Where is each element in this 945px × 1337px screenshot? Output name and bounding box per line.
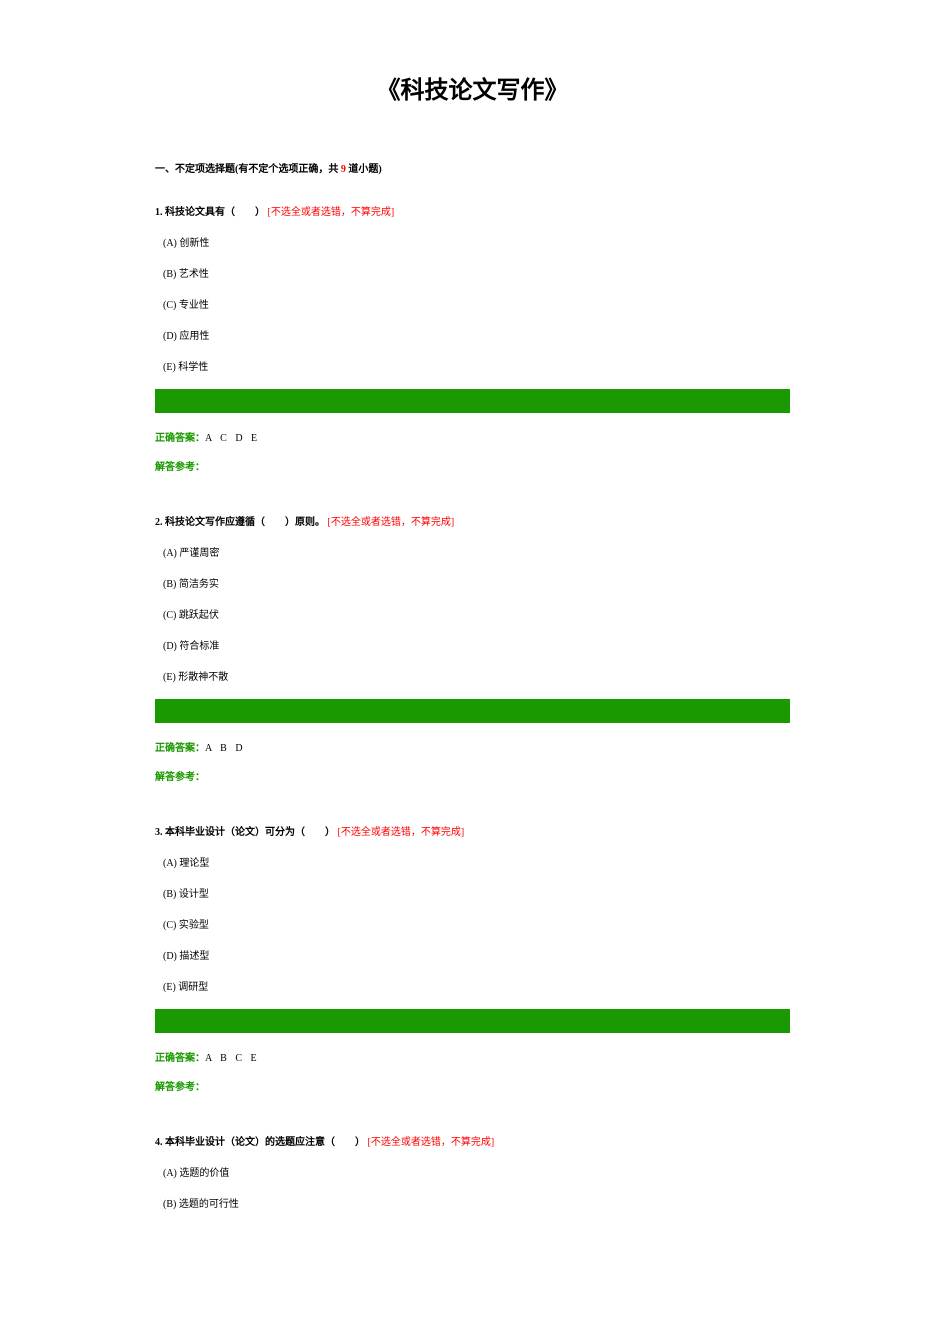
document-content: 《科技论文写作》 一、不定项选择题(有不定个选项正确，共 9 道小题) 1. 科… [0, 70, 945, 1210]
question-1: 1. 科技论文具有（ ） [不选全或者选错，不算完成] (A) 创新性 (B) … [155, 203, 790, 473]
answer-value: A B D [205, 743, 246, 754]
question-2-option-d: (D) 符合标准 [155, 637, 790, 652]
question-3-option-c: (C) 实验型 [155, 916, 790, 931]
question-text: 科技论文具有（ ） [163, 207, 268, 218]
answer-value: A C D E [205, 433, 260, 444]
answer-label: 正确答案： [155, 743, 205, 754]
document-title: 《科技论文写作》 [155, 70, 790, 105]
question-number: 1. [155, 207, 163, 218]
section-header-prefix: 一、不定项选择题(有不定个选项正确，共 [155, 164, 341, 175]
question-2-ref: 解答参考： [155, 768, 790, 783]
question-text: 本科毕业设计（论文）的选题应注意（ ） [163, 1137, 368, 1148]
answer-label: 正确答案： [155, 433, 205, 444]
question-2-option-e: (E) 形散神不散 [155, 668, 790, 683]
question-1-option-e: (E) 科学性 [155, 358, 790, 373]
question-hint: [不选全或者选错，不算完成] [268, 207, 395, 218]
question-4-option-b: (B) 选题的可行性 [155, 1195, 790, 1210]
question-3-option-e: (E) 调研型 [155, 978, 790, 993]
section-header: 一、不定项选择题(有不定个选项正确，共 9 道小题) [155, 160, 790, 175]
question-4: 4. 本科毕业设计（论文）的选题应注意（ ） [不选全或者选错，不算完成] (A… [155, 1133, 790, 1210]
question-2-option-a: (A) 严谨周密 [155, 544, 790, 559]
question-number: 2. [155, 517, 163, 528]
question-2-answer: 正确答案：A B D [155, 739, 790, 754]
question-3-stem: 3. 本科毕业设计（论文）可分为（ ） [不选全或者选错，不算完成] [155, 823, 790, 838]
answer-value: A B C E [205, 1053, 260, 1064]
question-text: 本科毕业设计（论文）可分为（ ） [163, 827, 338, 838]
divider-bar [155, 389, 790, 413]
question-hint: [不选全或者选错，不算完成] [328, 517, 455, 528]
question-number: 3. [155, 827, 163, 838]
divider-bar [155, 699, 790, 723]
question-2-stem: 2. 科技论文写作应遵循（ ）原则。 [不选全或者选错，不算完成] [155, 513, 790, 528]
question-1-ref: 解答参考： [155, 458, 790, 473]
question-3-ref: 解答参考： [155, 1078, 790, 1093]
question-4-option-a: (A) 选题的价值 [155, 1164, 790, 1179]
question-3-option-d: (D) 描述型 [155, 947, 790, 962]
question-number: 4. [155, 1137, 163, 1148]
question-3-option-b: (B) 设计型 [155, 885, 790, 900]
question-1-option-b: (B) 艺术性 [155, 265, 790, 280]
question-4-stem: 4. 本科毕业设计（论文）的选题应注意（ ） [不选全或者选错，不算完成] [155, 1133, 790, 1148]
question-hint: [不选全或者选错，不算完成] [338, 827, 465, 838]
question-1-answer: 正确答案：A C D E [155, 429, 790, 444]
question-2-option-b: (B) 简洁务实 [155, 575, 790, 590]
question-1-stem: 1. 科技论文具有（ ） [不选全或者选错，不算完成] [155, 203, 790, 218]
question-3-answer: 正确答案：A B C E [155, 1049, 790, 1064]
question-1-option-d: (D) 应用性 [155, 327, 790, 342]
question-2-option-c: (C) 跳跃起伏 [155, 606, 790, 621]
question-hint: [不选全或者选错，不算完成] [368, 1137, 495, 1148]
question-1-option-c: (C) 专业性 [155, 296, 790, 311]
divider-bar [155, 1009, 790, 1033]
question-2: 2. 科技论文写作应遵循（ ）原则。 [不选全或者选错，不算完成] (A) 严谨… [155, 513, 790, 783]
question-1-option-a: (A) 创新性 [155, 234, 790, 249]
section-header-suffix: 道小题) [346, 164, 382, 175]
answer-label: 正确答案： [155, 1053, 205, 1064]
question-3-option-a: (A) 理论型 [155, 854, 790, 869]
question-text: 科技论文写作应遵循（ ）原则。 [163, 517, 328, 528]
question-3: 3. 本科毕业设计（论文）可分为（ ） [不选全或者选错，不算完成] (A) 理… [155, 823, 790, 1093]
